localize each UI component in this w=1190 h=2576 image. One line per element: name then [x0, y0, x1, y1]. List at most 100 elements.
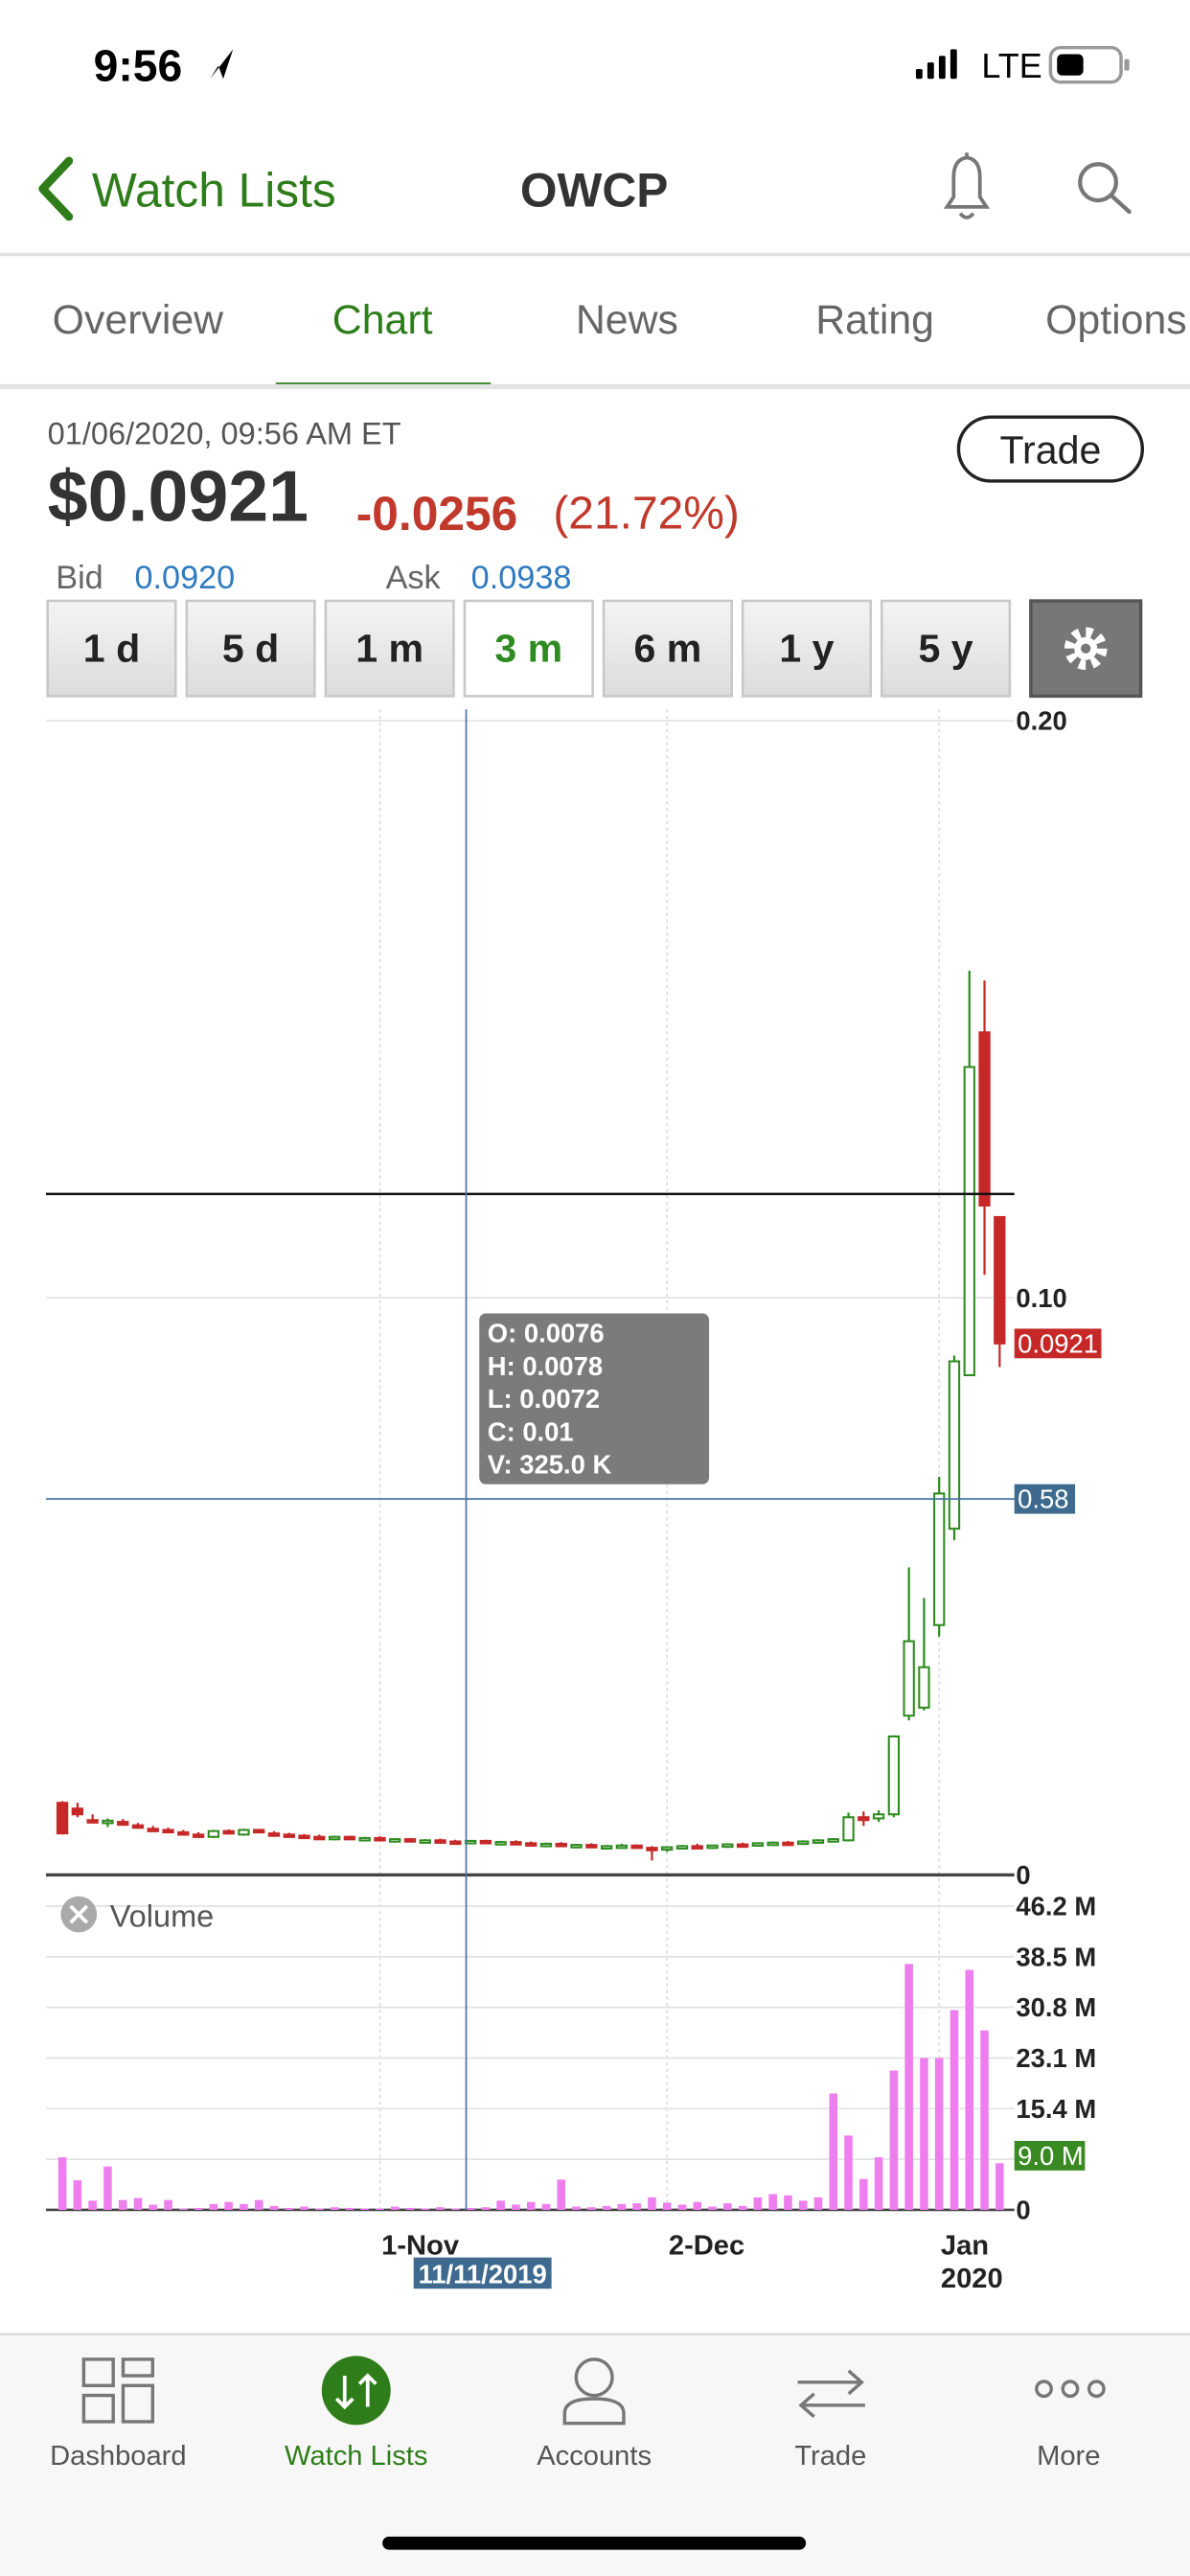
tab[interactable]: Rating: [815, 297, 934, 343]
price-change: -0.0256: [356, 487, 517, 540]
accounts-icon[interactable]: [562, 2358, 626, 2426]
volume-bar: [194, 2207, 203, 2210]
dashboard-icon[interactable]: [81, 2358, 155, 2424]
volume-bar: [950, 2010, 959, 2210]
candle-body: [389, 1838, 401, 1843]
range-button-label[interactable]: 6 m: [633, 627, 701, 671]
candle-body: [494, 1841, 507, 1846]
symbol-title: OWCP: [520, 164, 669, 218]
nav-label[interactable]: More: [1037, 2441, 1100, 2472]
tooltip-line: V: 325.0 K: [488, 1450, 612, 1480]
back-button[interactable]: Watch Lists: [92, 164, 336, 218]
range-button-label[interactable]: 5 d: [222, 627, 279, 671]
volume-bar: [496, 2200, 505, 2210]
range-button[interactable]: [46, 599, 177, 698]
more-icon[interactable]: [1035, 2380, 1106, 2399]
tab[interactable]: News: [576, 297, 678, 343]
x-tick-label: 1-Nov: [381, 2231, 460, 2262]
x-year-label: 2020: [941, 2264, 1003, 2294]
trade-button-label[interactable]: Trade: [999, 427, 1101, 472]
volume-bar: [572, 2206, 581, 2210]
tooltip-box: [479, 1313, 710, 1484]
range-button[interactable]: [602, 599, 733, 698]
volume-bar: [300, 2206, 309, 2210]
back-chevron[interactable]: [38, 156, 74, 221]
volume-tick-label: 15.4 M: [1016, 2094, 1096, 2124]
tooltip-line: L: 0.0072: [488, 1384, 600, 1414]
search-icon[interactable]: [1078, 162, 1132, 215]
range-button-label[interactable]: 1 y: [779, 627, 834, 671]
volume-bar: [587, 2207, 596, 2210]
nav-label[interactable]: Trade: [794, 2441, 866, 2472]
volume-bar: [345, 2207, 355, 2210]
volume-close-icon[interactable]: [60, 1896, 98, 1933]
volume-bar: [648, 2196, 656, 2210]
volume-bar: [73, 2180, 82, 2210]
candle-body: [177, 1830, 190, 1836]
volume-current-label: 9.0 M: [1018, 2141, 1084, 2171]
volume-bar: [753, 2196, 763, 2210]
volume-bar: [889, 2070, 899, 2210]
tooltip-line: C: 0.01: [488, 1416, 574, 1446]
range-button[interactable]: [880, 599, 1012, 698]
range-button-label[interactable]: 3 m: [494, 627, 562, 671]
candle-body: [131, 1824, 145, 1829]
battery-icon: [1048, 45, 1130, 84]
range-button[interactable]: [324, 599, 455, 698]
range-button-label[interactable]: 5 y: [919, 627, 973, 671]
tab[interactable]: Options: [1045, 297, 1187, 343]
volume-bar: [269, 2205, 279, 2210]
candle-body: [56, 1802, 69, 1835]
candle-body: [374, 1836, 386, 1842]
volume-bar: [421, 2208, 430, 2210]
candle-body: [661, 1846, 674, 1852]
candle-body: [283, 1833, 295, 1838]
nav-label[interactable]: Dashboard: [50, 2441, 186, 2472]
range-button[interactable]: [463, 599, 594, 698]
volume-bar: [617, 2203, 627, 2210]
tab-bar: Overview Chart News Rating Options: [53, 297, 1187, 390]
volume-bar: [708, 2206, 717, 2210]
volume-bar: [632, 2203, 641, 2210]
range-button-label[interactable]: 1 m: [355, 627, 423, 671]
candle-body: [343, 1835, 356, 1841]
range-button-label[interactable]: 1 d: [83, 627, 140, 671]
watchlists-icon[interactable]: [321, 2356, 391, 2426]
candle-body: [858, 1816, 870, 1822]
volume-tick-label: 0: [1016, 2195, 1030, 2224]
settings-button[interactable]: [1029, 599, 1143, 699]
range-selector: 1 d 5 d 1 m 3 m 6 m 1 y 5 y: [46, 599, 1012, 698]
candle-body: [797, 1840, 810, 1846]
trade-icon[interactable]: [797, 2369, 865, 2419]
candle-body: [86, 1819, 99, 1824]
candle-body: [585, 1844, 598, 1849]
candle-body: [736, 1843, 749, 1849]
volume-bar: [103, 2166, 112, 2210]
volume-tick-label: 46.2 M: [1016, 1892, 1096, 1921]
candle-body: [933, 1492, 946, 1626]
bottom-nav-divider: [0, 2333, 1190, 2336]
nav-label[interactable]: Watch Lists: [285, 2441, 427, 2472]
bottom-nav: [0, 2333, 1190, 2576]
location-icon: [210, 49, 234, 80]
candle-body: [238, 1828, 250, 1836]
volume-bar: [677, 2204, 687, 2210]
candle-body: [449, 1840, 462, 1846]
nav-label[interactable]: Accounts: [537, 2441, 652, 2472]
crosshair-date-box: [413, 2257, 552, 2289]
candle-body: [267, 1832, 281, 1837]
range-button[interactable]: [741, 599, 873, 698]
volume-bar: [164, 2199, 172, 2210]
candle-body: [782, 1841, 794, 1847]
candle-body: [222, 1829, 235, 1835]
tooltip-line: O: 0.0076: [488, 1319, 605, 1348]
y-tick-label: 0.20: [1016, 706, 1066, 736]
bell-icon[interactable]: [943, 152, 991, 219]
tab[interactable]: Chart: [332, 297, 433, 343]
trade-button[interactable]: [956, 415, 1145, 483]
candle-body: [313, 1835, 326, 1841]
range-button[interactable]: [185, 599, 316, 698]
tab[interactable]: Overview: [53, 297, 224, 343]
